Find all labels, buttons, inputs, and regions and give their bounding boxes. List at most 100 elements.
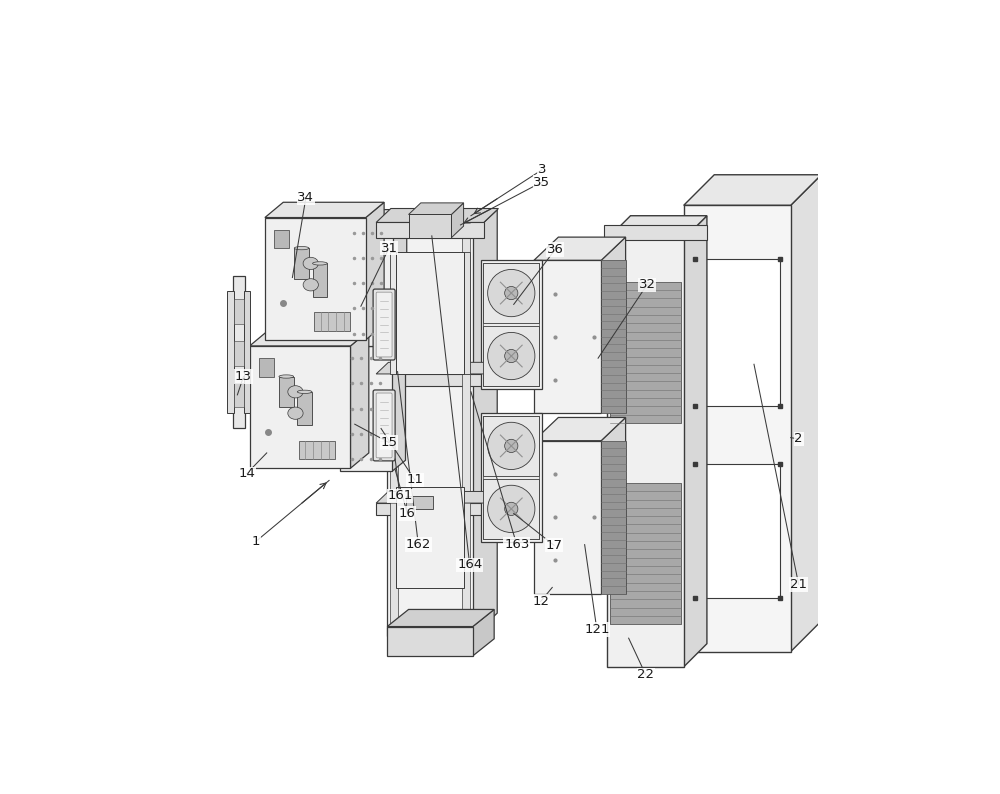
Text: 22: 22 (637, 669, 654, 681)
Bar (483, 263, 539, 323)
Text: 15: 15 (381, 436, 398, 449)
Polygon shape (250, 346, 350, 468)
Bar (695, 259, 780, 407)
Polygon shape (601, 237, 626, 413)
Bar (483, 415, 539, 476)
Polygon shape (387, 210, 497, 233)
Polygon shape (376, 491, 496, 503)
Polygon shape (473, 610, 494, 656)
Polygon shape (534, 418, 626, 441)
Bar (483, 326, 539, 387)
Circle shape (505, 287, 518, 299)
Text: 13: 13 (235, 370, 252, 383)
Bar (481, 260, 542, 389)
Circle shape (488, 269, 535, 317)
Circle shape (488, 422, 535, 469)
Bar (233, 276, 245, 429)
Text: 34: 34 (297, 191, 314, 205)
Ellipse shape (313, 262, 327, 265)
Polygon shape (409, 203, 464, 214)
Polygon shape (376, 362, 496, 374)
Bar (601, 260, 626, 413)
Polygon shape (376, 209, 498, 222)
Bar (604, 225, 707, 240)
Polygon shape (340, 346, 392, 472)
Text: 11: 11 (406, 473, 423, 487)
Bar (601, 441, 626, 594)
Polygon shape (607, 216, 707, 239)
Bar (297, 391, 312, 426)
Bar (483, 415, 539, 539)
Polygon shape (366, 202, 384, 340)
FancyBboxPatch shape (376, 393, 392, 458)
Bar (610, 282, 681, 423)
Ellipse shape (288, 407, 303, 419)
FancyBboxPatch shape (373, 390, 395, 461)
Polygon shape (534, 441, 601, 594)
Text: 3: 3 (538, 164, 546, 176)
Bar (376, 222, 484, 237)
Bar (314, 312, 350, 330)
Bar (294, 248, 309, 279)
Polygon shape (250, 330, 369, 346)
Bar (234, 299, 244, 324)
Text: 17: 17 (546, 539, 563, 552)
Bar (396, 487, 464, 588)
Ellipse shape (303, 257, 318, 269)
Polygon shape (387, 626, 473, 656)
Bar (279, 376, 294, 407)
Polygon shape (791, 175, 821, 652)
Circle shape (488, 333, 535, 380)
Text: 36: 36 (547, 243, 564, 256)
Polygon shape (387, 610, 494, 626)
Text: 1: 1 (251, 535, 260, 548)
FancyBboxPatch shape (376, 292, 392, 357)
Text: 163: 163 (504, 538, 529, 551)
Polygon shape (473, 210, 497, 636)
Bar (406, 495, 433, 509)
Bar (227, 291, 234, 413)
Bar (313, 264, 327, 297)
Circle shape (505, 503, 518, 515)
Bar (390, 233, 398, 624)
Bar (396, 252, 464, 374)
Ellipse shape (288, 386, 303, 398)
Polygon shape (451, 203, 464, 237)
Text: 31: 31 (381, 241, 398, 255)
Bar (483, 479, 539, 539)
Polygon shape (409, 214, 451, 237)
Polygon shape (601, 418, 626, 594)
Text: 164: 164 (457, 558, 482, 572)
Ellipse shape (294, 246, 309, 250)
Polygon shape (534, 260, 601, 413)
Text: 12: 12 (532, 595, 549, 608)
Text: 14: 14 (238, 467, 255, 480)
Bar (244, 291, 250, 413)
Text: 121: 121 (584, 623, 610, 636)
Bar (274, 229, 289, 248)
Bar (695, 464, 780, 598)
Polygon shape (341, 210, 407, 221)
Polygon shape (390, 252, 396, 374)
Bar (376, 374, 484, 386)
Bar (299, 441, 335, 459)
Polygon shape (392, 335, 406, 472)
Polygon shape (684, 216, 707, 667)
Text: 21: 21 (790, 578, 807, 591)
Ellipse shape (279, 375, 294, 378)
Text: 35: 35 (533, 175, 550, 189)
Bar (376, 503, 484, 515)
Ellipse shape (297, 390, 312, 394)
Text: 32: 32 (639, 279, 656, 291)
Bar (259, 358, 274, 376)
Polygon shape (607, 239, 684, 667)
Bar (234, 341, 244, 365)
Bar (610, 483, 681, 624)
Polygon shape (350, 330, 369, 468)
Polygon shape (387, 233, 473, 636)
Polygon shape (684, 206, 791, 652)
Polygon shape (393, 210, 407, 346)
Polygon shape (534, 237, 626, 260)
Bar (483, 263, 539, 387)
Bar (481, 413, 542, 542)
